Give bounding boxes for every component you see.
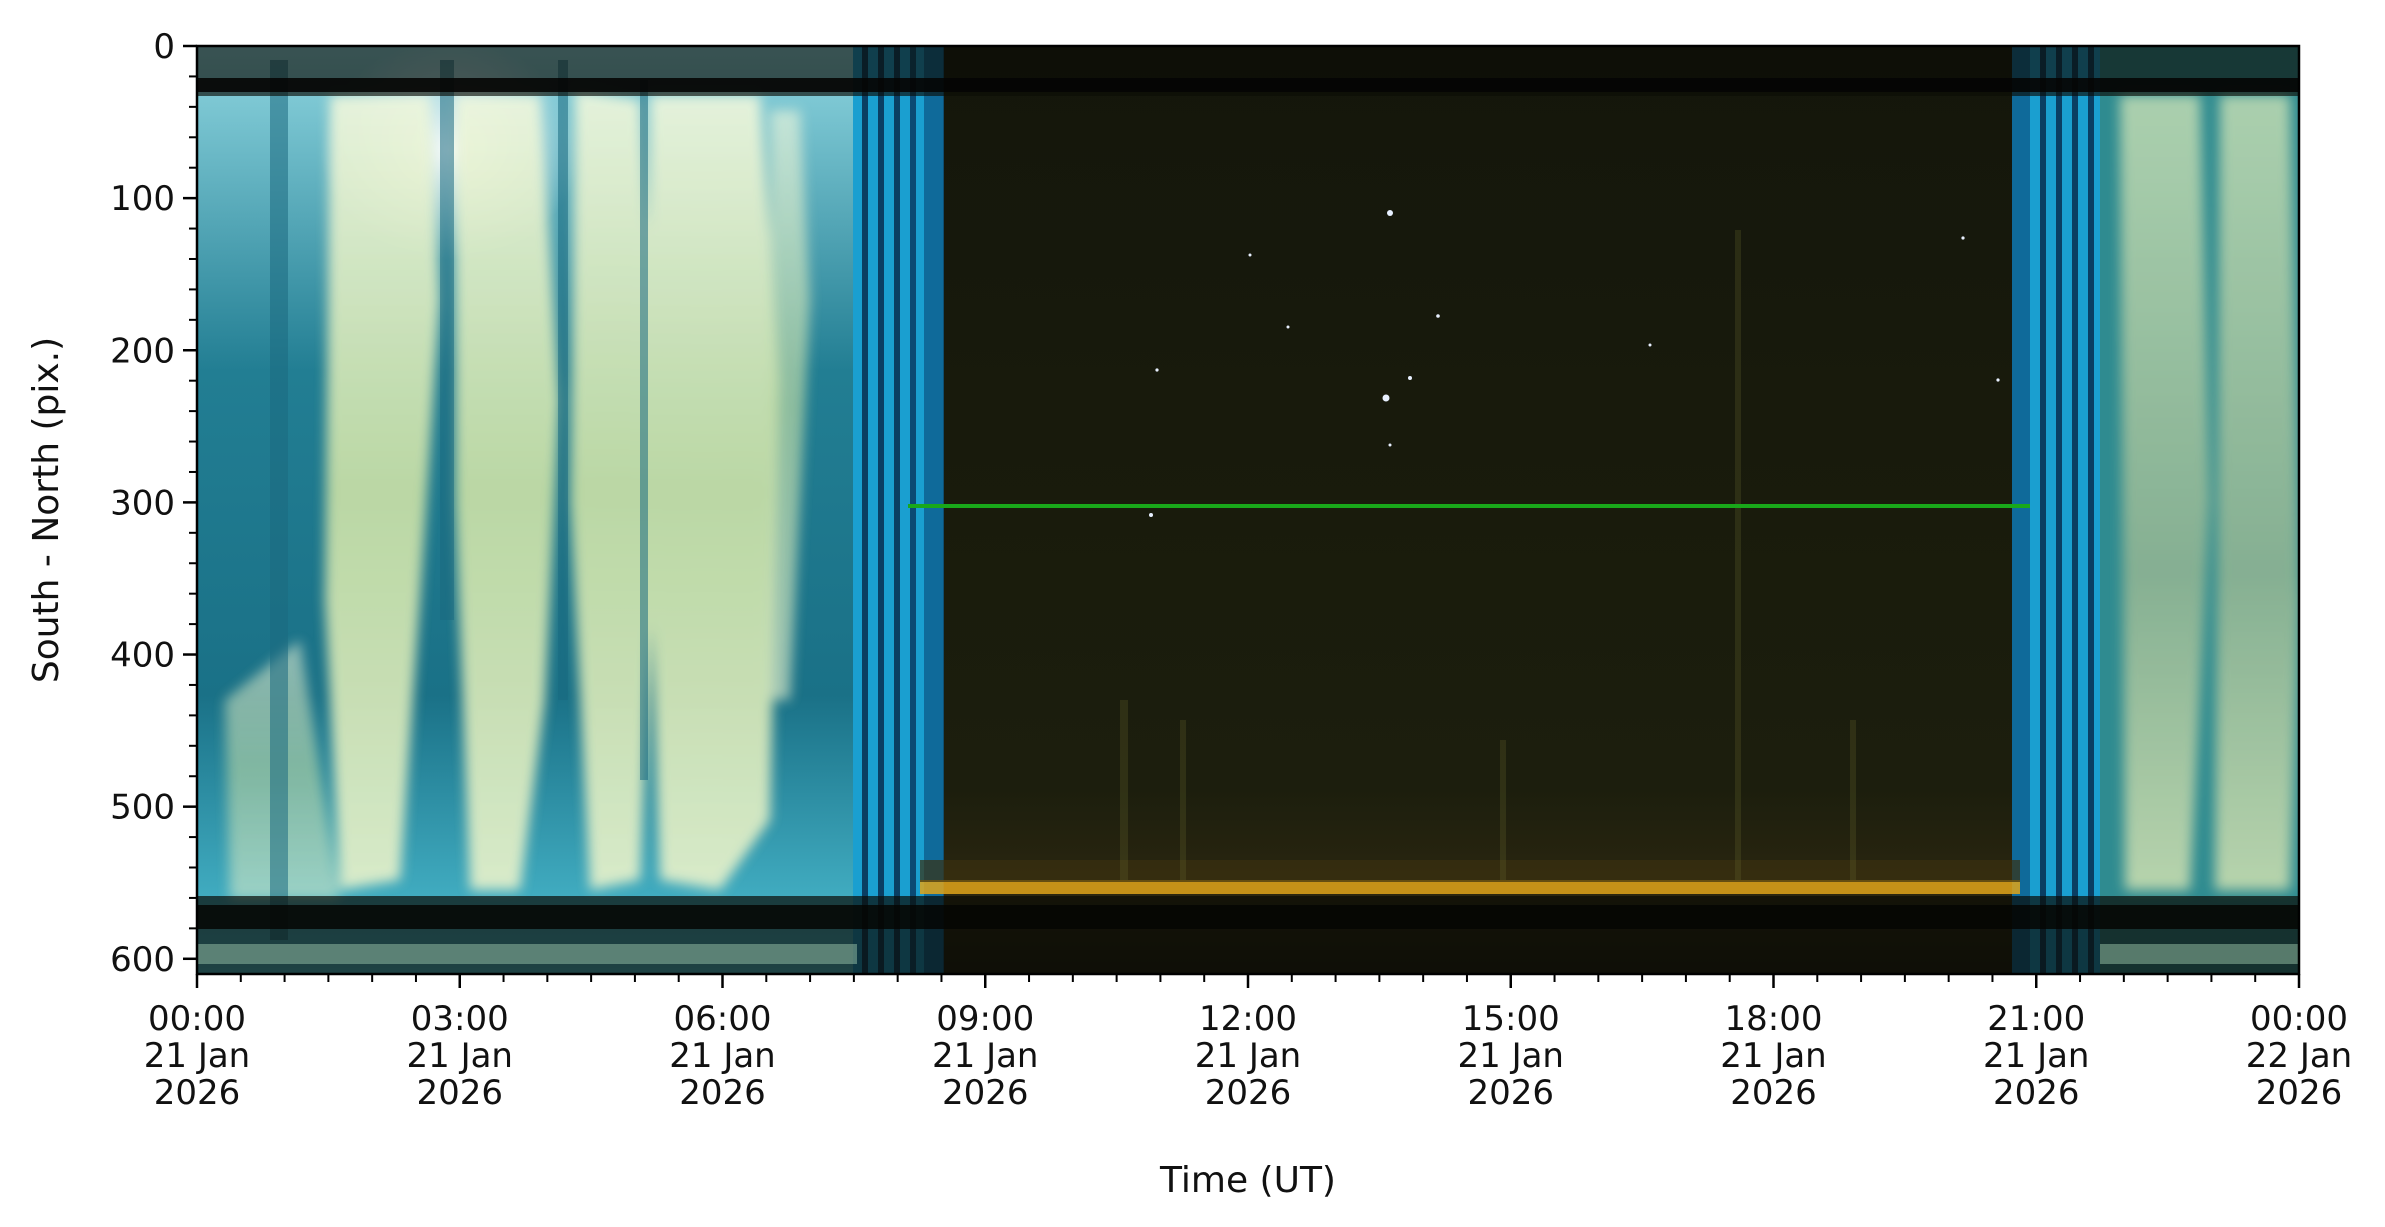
x-tick-label: 21 Jan <box>1720 1036 1826 1076</box>
x-tick-label: 2026 <box>416 1073 503 1113</box>
x-tick-label: 06:00 <box>674 999 772 1039</box>
x-tick-label: 21 Jan <box>932 1036 1038 1076</box>
stars <box>1149 210 2000 517</box>
x-tick-label: 21 Jan <box>1195 1036 1301 1076</box>
x-tick-label: 2026 <box>1205 1073 1292 1113</box>
x-tick-label: 2026 <box>1730 1073 1817 1113</box>
x-tick-label: 21 Jan <box>1458 1036 1564 1076</box>
y-tick-label: 400 <box>110 636 175 676</box>
x-tick-label: 09:00 <box>936 999 1034 1039</box>
morning-clouds <box>225 90 810 900</box>
x-tick-label: 00:00 <box>148 999 246 1039</box>
x-tick-label: 21:00 <box>1987 999 2085 1039</box>
x-tick-label: 22 Jan <box>2246 1036 2352 1076</box>
morning-dark-streaks <box>270 60 648 940</box>
horizon-glow <box>920 880 2020 894</box>
x-tick-label: 2026 <box>1467 1073 1554 1113</box>
x-tick-label: 18:00 <box>1725 999 1823 1039</box>
x-tick-label: 2026 <box>942 1073 1029 1113</box>
night-streaks <box>1120 230 1856 880</box>
x-tick-label: 2026 <box>1993 1073 2080 1113</box>
y-tick-label: 600 <box>110 940 175 980</box>
x-tick-label: 2026 <box>154 1073 241 1113</box>
y-tick-label: 300 <box>110 483 175 523</box>
x-tick-label: 21 Jan <box>1983 1036 2089 1076</box>
y-tick-label: 0 <box>153 27 175 67</box>
y-tick-label: 200 <box>110 331 175 371</box>
x-tick-label: 12:00 <box>1199 999 1297 1039</box>
x-axis-title: Time (UT) <box>1159 1160 1336 1201</box>
x-tick-label: 21 Jan <box>407 1036 513 1076</box>
y-axis-title: South - North (pix.) <box>26 337 67 683</box>
x-tick-label: 00:00 <box>2250 999 2348 1039</box>
bottom-band <box>197 896 2299 974</box>
x-tick-label: 21 Jan <box>669 1036 775 1076</box>
evening-clouds <box>2120 95 2299 890</box>
keogram-image <box>197 46 2299 974</box>
morning-twilight-bars <box>853 46 944 974</box>
x-tick-label: 15:00 <box>1462 999 1560 1039</box>
x-tick-label: 21 Jan <box>144 1036 250 1076</box>
x-tick-label: 03:00 <box>411 999 509 1039</box>
evening-twilight-bars <box>2012 46 2102 974</box>
y-axis: 0 100 200 300 400 500 600 <box>110 27 197 980</box>
y-tick-label: 500 <box>110 788 175 828</box>
x-tick-label: 2026 <box>2256 1073 2343 1113</box>
x-tick-label: 2026 <box>679 1073 766 1113</box>
top-band <box>197 46 2299 96</box>
y-tick-label: 100 <box>110 179 175 219</box>
reference-line <box>908 504 2030 508</box>
